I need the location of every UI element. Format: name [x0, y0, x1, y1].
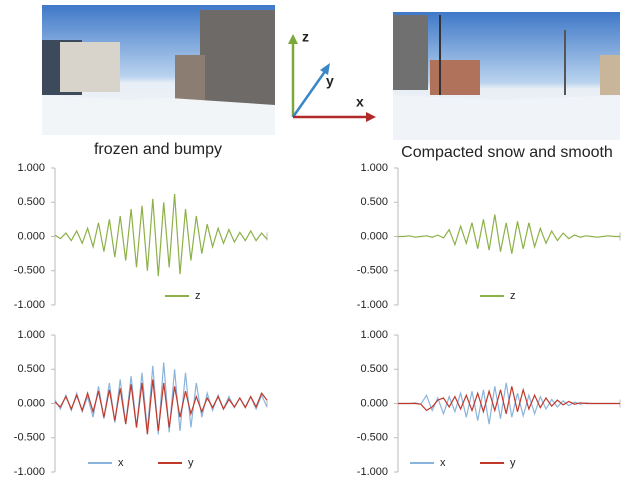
legend-label: z [510, 290, 516, 302]
axis-label: z [302, 29, 309, 45]
y-tick-label: -0.500 [357, 265, 388, 277]
y-tick-label: 1.000 [17, 162, 45, 174]
y-tick-label: 0.000 [17, 230, 45, 242]
y-tick-label: 1.000 [360, 329, 388, 341]
axes-diagram: z y x [288, 29, 376, 122]
legend-label: z [195, 290, 201, 302]
y-tick-label: 0.500 [17, 196, 45, 208]
axis-label: y [326, 73, 334, 89]
axis-label: x [356, 94, 364, 110]
photo-compacted [393, 12, 620, 140]
caption: frozen and bumpy [94, 141, 222, 158]
legend-label: y [510, 457, 516, 469]
y-tick-label: 0.000 [17, 397, 45, 409]
y-tick-label: 0.500 [17, 363, 45, 375]
y-tick-label: -1.000 [14, 466, 45, 478]
signal-line [55, 362, 267, 434]
figure: z y x frozen and bumpy Compacted snow an… [0, 0, 621, 483]
caption: Compacted snow and smooth [401, 144, 613, 161]
y-tick-label: 0.500 [360, 196, 388, 208]
y-tick-label: -0.500 [357, 432, 388, 444]
y-tick-label: -1.000 [357, 299, 388, 311]
y-tick-label: -1.000 [14, 299, 45, 311]
signal-line [398, 215, 620, 254]
legend-label: y [188, 457, 194, 469]
y-tick-label: 0.000 [360, 397, 388, 409]
photo-frozen [42, 5, 275, 135]
y-tick-label: -0.500 [14, 265, 45, 277]
y-tick-label: -0.500 [14, 432, 45, 444]
legend-label: x [440, 457, 446, 469]
y-tick-label: 1.000 [360, 162, 388, 174]
y-tick-label: 0.500 [360, 363, 388, 375]
y-tick-label: 0.000 [360, 230, 388, 242]
y-tick-label: 1.000 [17, 329, 45, 341]
signal-line [55, 194, 267, 276]
y-tick-label: -1.000 [357, 466, 388, 478]
legend-label: x [118, 457, 124, 469]
